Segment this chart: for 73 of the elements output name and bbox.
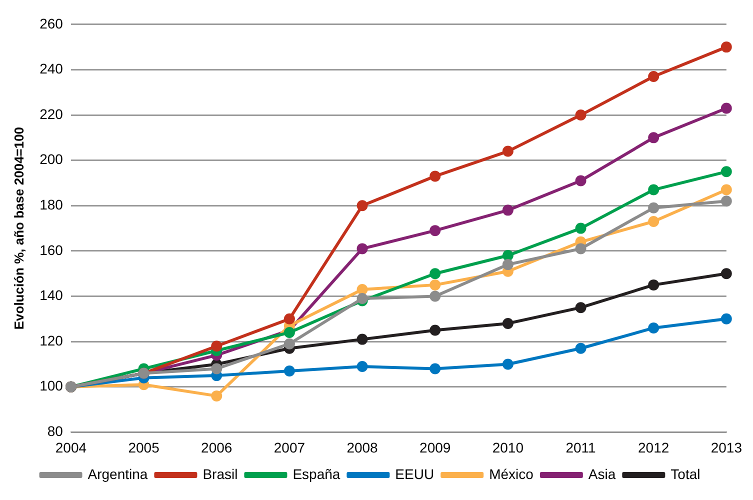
legend-label: Brasil (202, 466, 238, 482)
point (575, 243, 586, 254)
y-tick-label: 80 (47, 423, 64, 440)
point (284, 327, 295, 338)
point (430, 268, 441, 280)
y-tick-label: 260 (40, 15, 64, 32)
x-tick-label: 2007 (274, 439, 306, 456)
point (356, 361, 368, 372)
point (356, 200, 368, 212)
y-tick-label: 160 (40, 242, 64, 258)
y-tick-label: 240 (40, 60, 64, 77)
y-tick-label: 200 (40, 151, 64, 168)
point (502, 318, 514, 329)
point (648, 322, 660, 334)
point (284, 366, 295, 377)
x-tick-label: 2011 (566, 439, 596, 456)
point (430, 279, 441, 290)
point (211, 340, 222, 352)
y-tick-label: 180 (40, 196, 64, 213)
point (720, 166, 732, 178)
y-tick-label: 220 (40, 106, 64, 122)
point (502, 358, 514, 370)
point (211, 363, 222, 374)
point (575, 302, 586, 314)
x-tick-label: 2013 (710, 439, 742, 456)
point (575, 342, 586, 354)
point (720, 313, 732, 324)
point (648, 216, 660, 228)
point (648, 202, 660, 214)
point (502, 259, 514, 270)
point (720, 184, 732, 196)
point (575, 222, 586, 234)
point (502, 146, 514, 157)
point (575, 110, 586, 121)
point (430, 290, 441, 302)
point (648, 184, 660, 196)
x-tick-label: 2005 (128, 439, 160, 456)
legend-label: Argentina (88, 466, 148, 482)
point (430, 324, 441, 336)
x-tick-label: 2006 (201, 439, 232, 456)
point (284, 338, 295, 350)
point (648, 279, 660, 290)
legend-label: Asia (588, 466, 616, 482)
x-tick-label: 2009 (420, 439, 451, 456)
point (720, 102, 732, 114)
point (356, 334, 368, 345)
x-tick-label: 2012 (638, 439, 670, 456)
point (502, 250, 514, 261)
legend-label: Total (670, 466, 700, 482)
x-tick-label: 2004 (55, 439, 87, 456)
point (356, 243, 368, 254)
legend-label: EEUU (395, 466, 434, 482)
point (648, 132, 660, 144)
point (502, 204, 514, 216)
point (356, 284, 368, 295)
point (430, 225, 441, 236)
y-tick-label: 100 (40, 378, 64, 394)
point (720, 196, 732, 207)
point (430, 170, 441, 182)
y-tick-label: 120 (40, 332, 64, 348)
point (430, 363, 441, 374)
point (720, 42, 732, 53)
x-tick-label: 2010 (492, 439, 524, 456)
point (284, 313, 295, 324)
point (575, 175, 586, 186)
y-tick-label: 140 (40, 287, 64, 304)
point (211, 390, 222, 402)
y-axis-title: Evolución %, año base 2004=100 (11, 126, 26, 330)
legend-label: España (292, 466, 340, 482)
x-tick-label: 2008 (346, 439, 378, 456)
point (720, 268, 732, 280)
point (648, 71, 660, 82)
legend-label: México (489, 466, 534, 482)
